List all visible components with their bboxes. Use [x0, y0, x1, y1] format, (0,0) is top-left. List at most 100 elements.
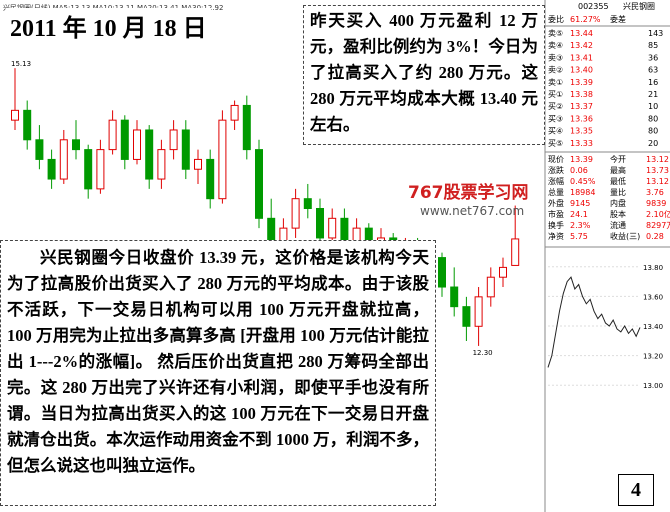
stat-cell: 涨跌 [548, 165, 564, 175]
order-cell: 13.33 [570, 139, 593, 148]
candle-body [462, 306, 471, 327]
candle-body [486, 276, 495, 298]
candle-body [145, 129, 154, 180]
ratio-cell: 61.27% [570, 15, 601, 24]
candle-body [316, 208, 324, 239]
y-tick-label: 13.60 [643, 293, 663, 301]
candle-body [450, 286, 459, 308]
candle-body [59, 139, 68, 180]
order-cell: 16 [648, 78, 658, 87]
y-tick-label: 13.40 [643, 323, 663, 331]
order-cell: 卖② [548, 66, 563, 75]
stat-cell: 净资 [548, 231, 564, 241]
order-cell: 13.35 [570, 127, 593, 136]
candle-body [438, 257, 446, 288]
order-cell: 10 [648, 102, 658, 111]
stat-cell: 涨幅 [548, 176, 564, 186]
order-cell: 买① [548, 90, 563, 99]
stat-cell: 现价 [548, 155, 564, 164]
order-cell: 买⑤ [548, 139, 563, 148]
stat-cell: 5.75 [570, 232, 588, 241]
candle-body [291, 198, 300, 229]
order-cell: 卖⑤ [548, 29, 563, 38]
stat-cell: 量比 [610, 187, 626, 197]
order-cell: 卖① [548, 78, 563, 87]
candle-body [96, 149, 105, 190]
candle-body [35, 139, 44, 160]
logo-url: www.net767.com [420, 204, 525, 218]
candle-body [23, 109, 32, 141]
stat-cell: 24.1 [570, 210, 588, 219]
stat-cell: 18984 [570, 188, 595, 197]
logo: 767股票学习网 [408, 183, 529, 203]
stat-cell: 外盘 [548, 198, 564, 208]
stat-cell: 最低 [610, 176, 626, 186]
order-cell: 63 [648, 66, 658, 75]
order-cell: 买② [548, 102, 563, 111]
stat-cell: 13.73 [646, 166, 669, 175]
candle-body [108, 119, 117, 151]
stat-cell: 0.45% [570, 177, 596, 186]
candle-body [242, 104, 251, 151]
stat-cell: 收益(三) [610, 231, 640, 241]
stat-cell: 股本 [610, 209, 626, 219]
stat-cell: 今开 [610, 154, 626, 164]
order-cell: 卖④ [548, 41, 563, 50]
order-cell: 143 [648, 29, 663, 38]
stat-cell: 13.12 [646, 177, 669, 186]
order-cell: 13.38 [570, 90, 593, 99]
stat-cell: 9145 [570, 199, 590, 208]
price-line [547, 276, 641, 368]
order-cell: 80 [648, 114, 658, 123]
note-bottom: 兴民钢圈今日收盘价 13.39 元，这价格是该机构今天为了拉高股价出货买入了 2… [0, 240, 436, 506]
order-cell: 21 [648, 90, 658, 99]
indicator-bar: 兴民钢圈(日线) MA5:13.13 MA10:13.11 MA20:13.41… [3, 3, 223, 12]
candle-body [328, 217, 337, 239]
stat-cell: 2.3% [570, 221, 591, 230]
order-cell: 85 [648, 41, 658, 50]
order-cell: 买④ [548, 127, 563, 136]
y-tick-label: 13.80 [643, 264, 663, 272]
ratio-cell: 委比 [548, 14, 564, 24]
y-tick-label: 13.00 [643, 382, 663, 390]
stat-cell: 8297万 [646, 221, 670, 230]
stat-cell: 13.12 [646, 155, 669, 164]
candle-body [499, 266, 507, 278]
candle-body [511, 238, 520, 266]
stat-cell: 13.39 [570, 155, 593, 164]
candle-body [194, 158, 202, 170]
stat-cell: 流通 [610, 220, 626, 230]
candle-body [181, 129, 190, 170]
low-label: 12.30 [473, 349, 493, 357]
stat-cell: 换手 [548, 220, 564, 230]
stat-cell: 0.28 [646, 232, 664, 241]
candle-body [47, 158, 56, 180]
stock-code: 002355 [578, 2, 609, 11]
candle-body [133, 129, 141, 160]
stat-cell: 内盘 [610, 198, 626, 208]
stat-cell: 最高 [610, 165, 626, 175]
candle-body [84, 149, 93, 190]
candle-body [474, 296, 483, 327]
candle-body [303, 198, 312, 209]
candle-body [206, 158, 215, 200]
stat-cell: 0.06 [570, 166, 588, 175]
order-cell: 13.39 [570, 78, 593, 87]
page-number: 4 [618, 474, 654, 506]
order-cell: 20 [648, 139, 658, 148]
order-cell: 13.37 [570, 102, 593, 111]
high-label: 15.13 [11, 60, 31, 68]
order-cell: 13.36 [570, 114, 593, 123]
candle-body [157, 149, 166, 180]
stat-cell: 总量 [548, 187, 564, 197]
candle-body [169, 129, 178, 151]
stat-cell: 9839 [646, 199, 666, 208]
candle-body [230, 104, 239, 121]
stat-cell: 市盈 [548, 209, 564, 219]
order-cell: 13.44 [570, 29, 593, 38]
note-top: 昨天买入 400 万元盈利 12 万元，盈利比例约为 3%！今日为了拉高买入了约… [303, 5, 545, 145]
order-cell: 13.42 [570, 41, 593, 50]
candle-body [218, 119, 227, 200]
candle-body [255, 149, 263, 219]
